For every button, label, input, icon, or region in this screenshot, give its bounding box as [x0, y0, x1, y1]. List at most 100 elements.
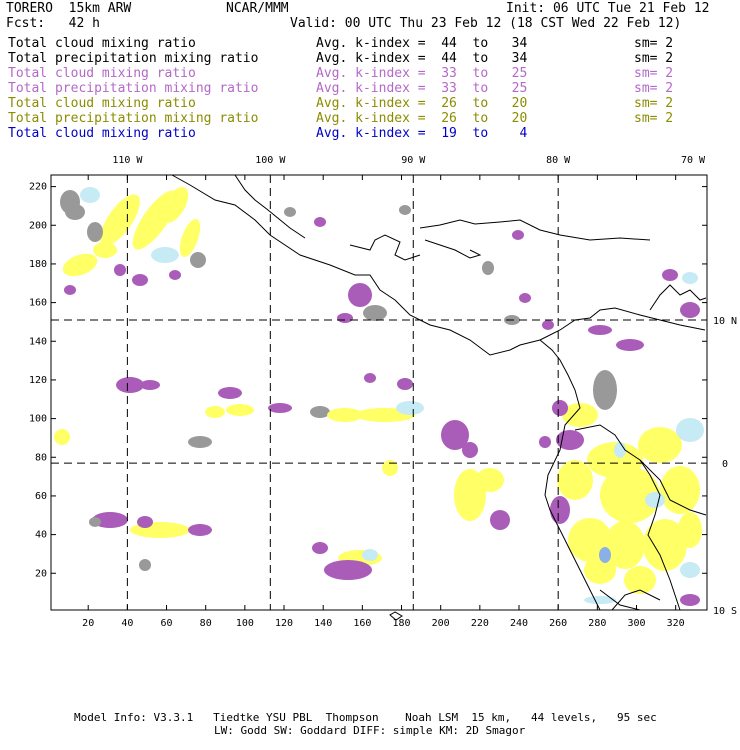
- cloud-field: [682, 272, 698, 284]
- cloud-field: [169, 270, 181, 280]
- cloud-field: [462, 442, 478, 458]
- legend-smoothing: sm= 2: [634, 81, 674, 96]
- cloud-field: [54, 429, 70, 445]
- x-tick-label: 300: [627, 618, 645, 629]
- cloud-field: [89, 517, 101, 527]
- cloud-field: [552, 400, 568, 416]
- y-tick-label: 160: [29, 298, 47, 309]
- cloud-field: [490, 510, 510, 530]
- cloud-field: [218, 387, 242, 399]
- cloud-field: [100, 194, 140, 246]
- map-plot: 110 W 100 W 90 W 80 W 70 W 10 N 0 10 S 220 200 1…: [29, 155, 737, 629]
- x-tick-label: 240: [510, 618, 528, 629]
- cloud-field: [348, 283, 372, 307]
- cloud-field: [179, 219, 201, 257]
- cloud-field: [550, 496, 570, 524]
- physics-info: LW: Godd SW: Goddard DIFF: simple KM: 2D…: [214, 724, 526, 737]
- x-tick-label: 180: [392, 618, 410, 629]
- longitude-label: 90 W: [401, 155, 426, 166]
- cloud-field: [205, 406, 225, 418]
- cloud-field: [87, 222, 103, 242]
- y-tick-label: 180: [29, 259, 47, 270]
- cloud-field: [190, 252, 206, 268]
- y-tick-label: 220: [29, 182, 47, 193]
- coastline: [389, 611, 403, 621]
- legend-smoothing: sm= 2: [634, 111, 674, 126]
- y-tick-label: 60: [35, 491, 47, 502]
- organization-label: NCAR/MMM: [226, 1, 289, 16]
- x-tick-label: 100: [236, 618, 254, 629]
- cloud-field: [139, 559, 151, 571]
- legend-smoothing: sm= 2: [634, 51, 674, 66]
- cloud-field: [151, 247, 179, 263]
- x-tick-label: 140: [314, 618, 332, 629]
- cloud-field: [638, 427, 682, 463]
- cloud-field: [268, 403, 292, 413]
- x-tick-label: 160: [353, 618, 371, 629]
- cloud-field: [114, 264, 126, 276]
- cloud-field: [476, 468, 504, 492]
- coastline: [171, 174, 541, 356]
- cloud-field: [680, 594, 700, 606]
- cloud-field: [482, 261, 494, 275]
- coastline: [539, 307, 706, 341]
- legend-smoothing: sm= 2: [634, 96, 674, 111]
- cloud-field: [364, 373, 376, 383]
- legend-k-index: Avg. k-index = 26 to 20: [316, 111, 528, 126]
- cloud-field: [188, 436, 212, 448]
- cloud-field: [662, 269, 678, 281]
- x-tick-label: 200: [432, 618, 450, 629]
- cloud-field: [137, 516, 153, 528]
- y-tick-label: 120: [29, 375, 47, 386]
- cloud-field: [660, 466, 700, 514]
- longitude-label: 70 W: [681, 155, 706, 166]
- cloud-field: [399, 205, 411, 215]
- coastline: [419, 219, 651, 241]
- longitude-label: 110 W: [112, 155, 143, 166]
- cloud-field: [588, 325, 612, 335]
- cloud-field: [396, 401, 424, 415]
- coastline: [349, 234, 421, 261]
- cloud-field: [599, 547, 611, 563]
- cloud-field: [327, 408, 363, 422]
- cloud-field: [676, 418, 704, 442]
- cloud-field: [62, 253, 98, 277]
- latitude-label: 0: [722, 459, 728, 470]
- x-tick-label: 60: [161, 618, 173, 629]
- cloud-field: [397, 378, 413, 390]
- coastline: [539, 339, 601, 611]
- cloud-field: [284, 207, 296, 217]
- cloud-field: [337, 313, 353, 323]
- cloud-field: [92, 512, 128, 528]
- cloud-field: [382, 460, 398, 476]
- model-title: TORERO 15km ARW: [6, 1, 132, 16]
- legend-field: Total cloud mixing ratio: [8, 126, 196, 141]
- cloud-field: [593, 370, 617, 410]
- cloud-field: [188, 524, 212, 536]
- longitude-label: 80 W: [546, 155, 571, 166]
- cloud-field: [512, 230, 524, 240]
- coastline: [599, 589, 641, 611]
- coastline: [234, 174, 306, 239]
- cloud-field: [132, 274, 148, 286]
- cloud-field: [312, 542, 328, 554]
- cloud-field: [614, 442, 626, 458]
- y-tick-label: 200: [29, 220, 47, 231]
- x-tick-label: 280: [588, 618, 606, 629]
- cloud-field: [310, 406, 330, 418]
- legend-k-index: Avg. k-index = 44 to 34: [316, 36, 528, 51]
- coastline: [424, 239, 482, 259]
- cloud-field: [140, 380, 160, 390]
- cloud-field: [624, 566, 656, 594]
- cloud-field: [600, 467, 660, 523]
- legend-field: Total cloud mixing ratio: [8, 96, 196, 111]
- legend-k-index: Avg. k-index = 26 to 20: [316, 96, 528, 111]
- cloud-field: [441, 420, 469, 450]
- coastline: [639, 459, 681, 611]
- cloud-field: [161, 186, 189, 224]
- legend-field: Total cloud mixing ratio: [8, 66, 196, 81]
- legend-field: Total cloud mixing ratio: [8, 36, 196, 51]
- y-tick-label: 100: [29, 414, 47, 425]
- x-tick-label: 260: [549, 618, 567, 629]
- model-info: Model Info: V3.3.1 Tiedtke YSU PBL Thomp…: [74, 711, 657, 724]
